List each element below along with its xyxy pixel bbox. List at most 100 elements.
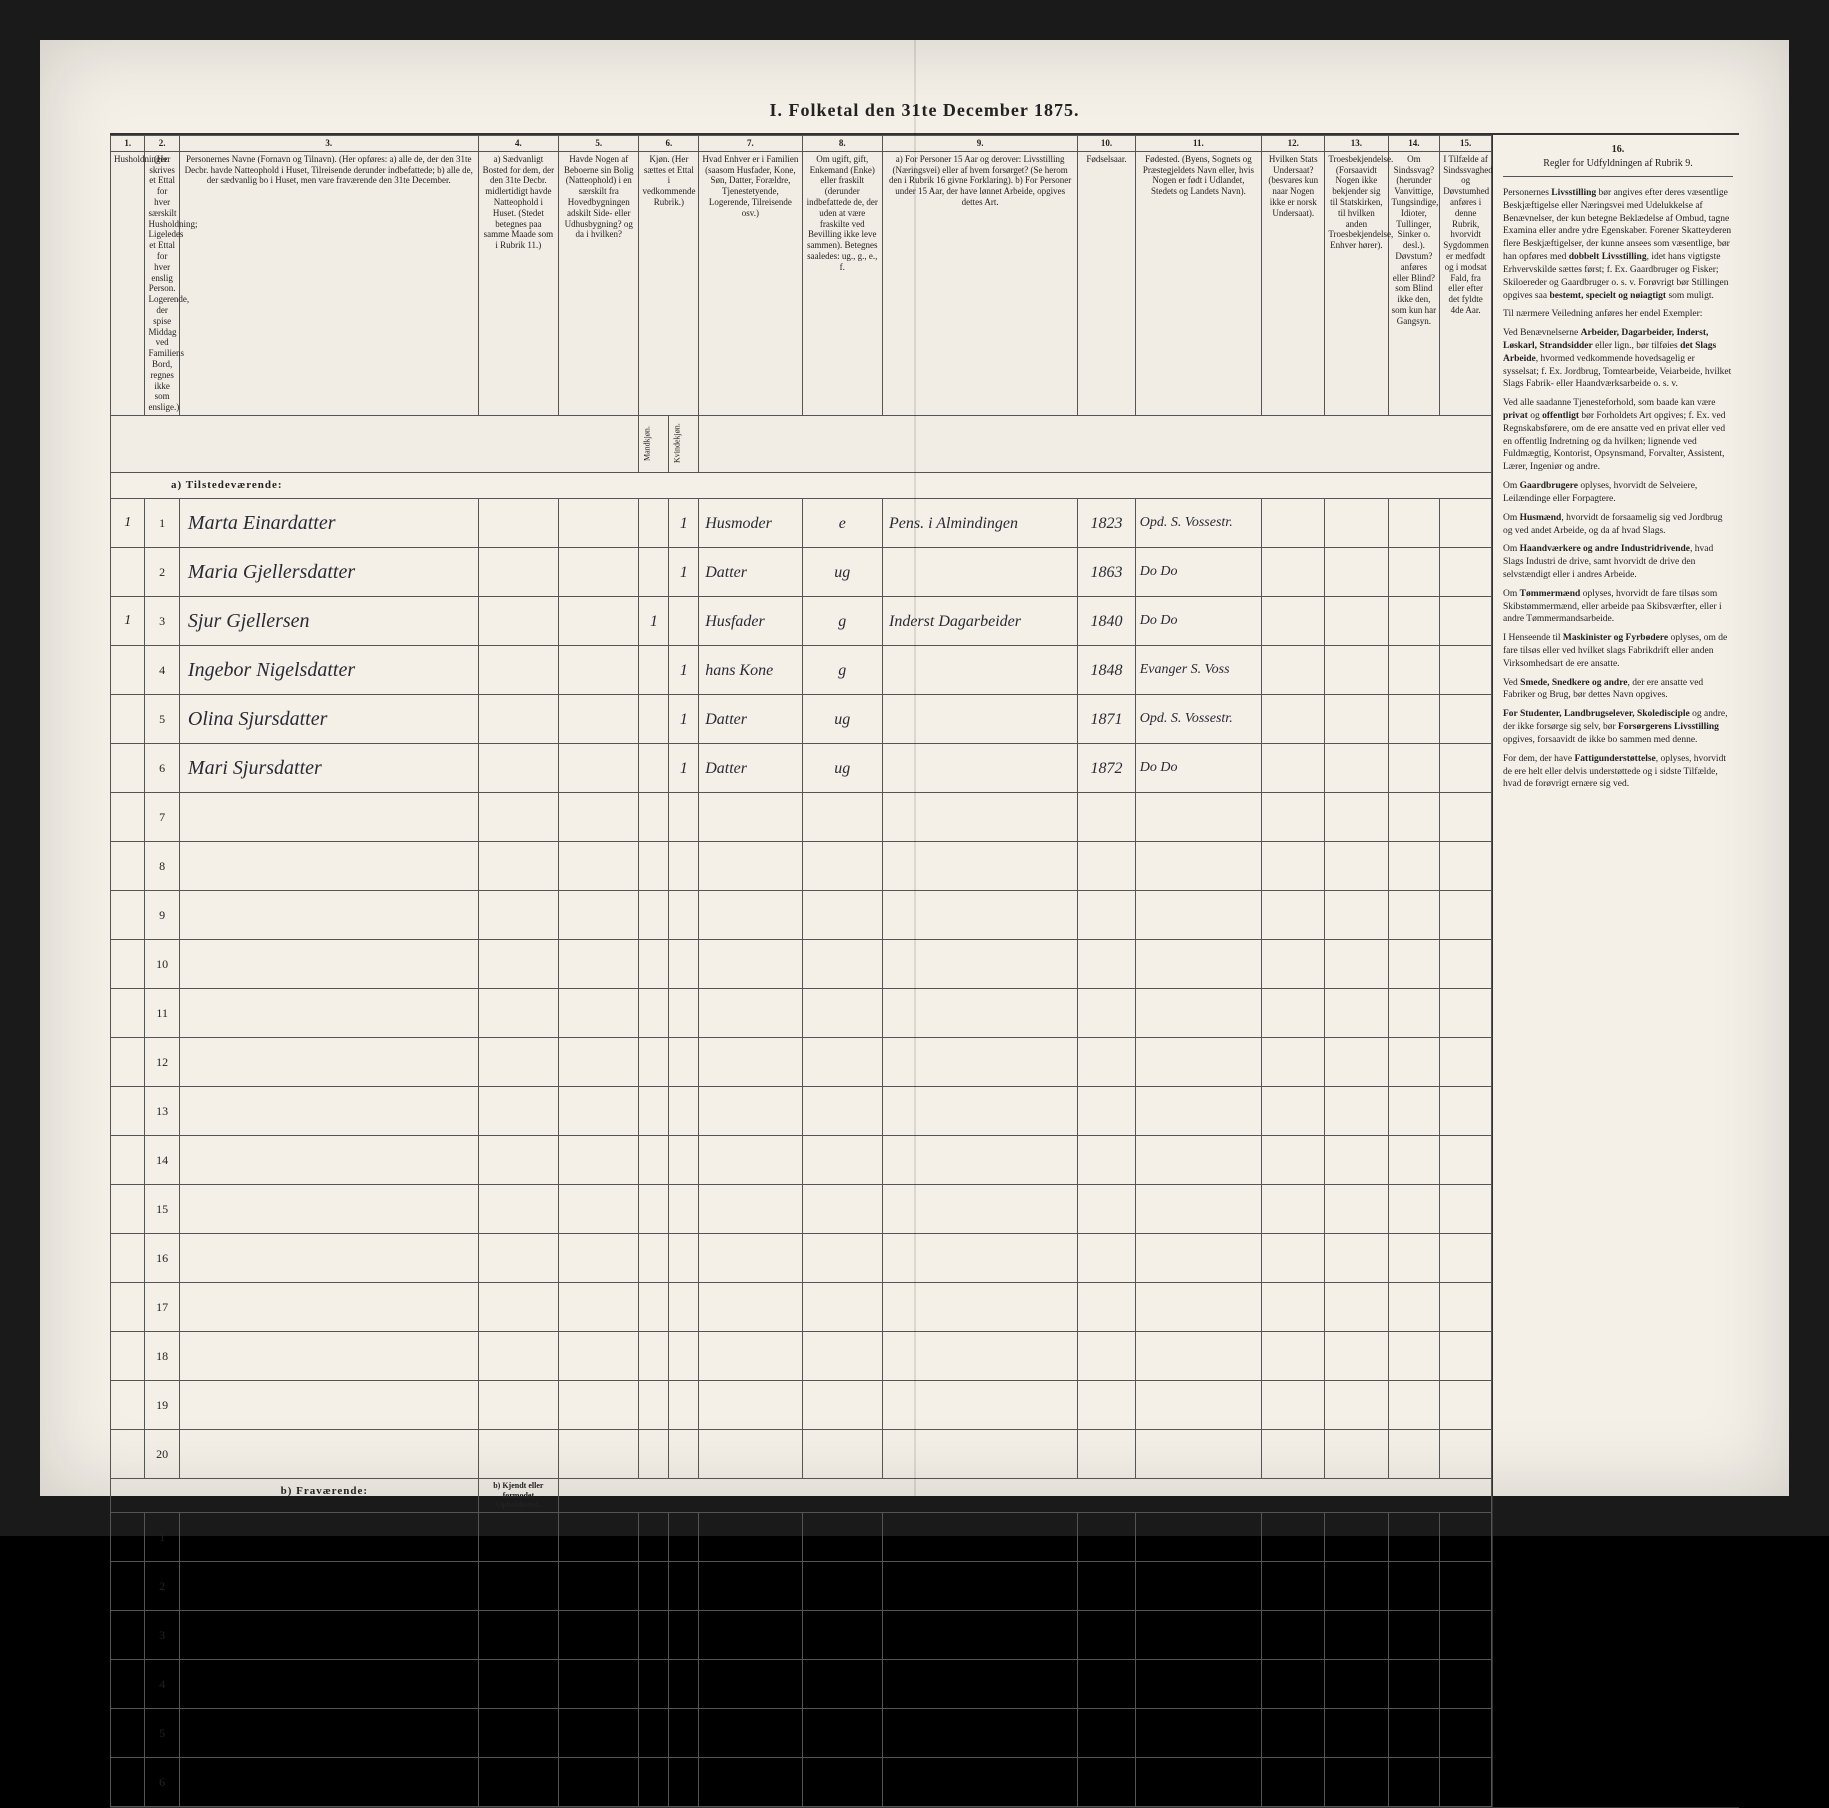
cell-occupation [883, 548, 1078, 597]
cell-birthplace: Do Do [1135, 548, 1261, 597]
col-6a: Mandkjøn. [639, 415, 669, 472]
cell-15 [1440, 695, 1492, 744]
cell-name: Maria Gjellersdatter [179, 548, 478, 597]
cell-rownum: 2 [145, 548, 179, 597]
table-row: 1 [111, 1512, 1492, 1561]
cell-15 [1440, 646, 1492, 695]
table-row: 11Marta Einardatter1HusmoderePens. i Alm… [111, 499, 1492, 548]
page-title: I. Folketal den 31te December 1875. [110, 100, 1739, 121]
census-table: 1.Husholdninger. 2.(Her skrives et Ettal… [110, 135, 1492, 1807]
absent-label: b) Fraværende: [111, 1479, 479, 1513]
cell-name: Olina Sjursdatter [179, 695, 478, 744]
cell-4 [478, 548, 558, 597]
instruction-paragraph: Om Haandværkere og andre Industridrivend… [1503, 543, 1733, 581]
cell-5 [559, 548, 639, 597]
cell-birthplace: Do Do [1135, 597, 1261, 646]
cell-birthplace: Evanger S. Voss [1135, 646, 1261, 695]
table-row: 19 [111, 1381, 1492, 1430]
col-11: 11.Fødested. (Byens, Sognets og Præstegj… [1135, 136, 1261, 416]
instruction-paragraph: Om Tømmermænd oplyses, hvorvidt de fare … [1503, 588, 1733, 626]
cell-15 [1440, 499, 1492, 548]
cell-rownum: 2 [145, 1561, 179, 1610]
cell-12 [1262, 597, 1325, 646]
col-1: 1.Husholdninger. [111, 136, 145, 416]
cell-relation: Datter [699, 744, 802, 793]
cell-13 [1325, 548, 1388, 597]
cell-5 [559, 695, 639, 744]
instructions-body: Personernes Livsstilling bør angives eft… [1503, 187, 1733, 791]
table-row: 13Sjur Gjellersen1HusfadergInderst Dagar… [111, 597, 1492, 646]
col-16-header: 16. Regler for Udfyldningen af Rubrik 9. [1503, 143, 1733, 177]
cell-13 [1325, 744, 1388, 793]
table-head: 1.Husholdninger. 2.(Her skrives et Ettal… [111, 136, 1492, 473]
cell-rownum: 17 [145, 1283, 179, 1332]
cell-occupation [883, 744, 1078, 793]
cell-male [639, 646, 669, 695]
table-row: 18 [111, 1332, 1492, 1381]
cell-female: 1 [669, 499, 699, 548]
cell-rownum: 6 [145, 744, 179, 793]
cell-marital: ug [802, 548, 882, 597]
cell-15 [1440, 548, 1492, 597]
absent-col4-label: b) Kjendt eller formodet Opholdssted. [478, 1479, 558, 1513]
cell-15 [1440, 597, 1492, 646]
cell-occupation: Pens. i Almindingen [883, 499, 1078, 548]
cell-birthyear: 1872 [1078, 744, 1135, 793]
cell-household: 1 [111, 499, 145, 548]
cell-birthplace: Opd. S. Vossestr. [1135, 695, 1261, 744]
table-row: 6Mari Sjursdatter1Datterug1872Do Do [111, 744, 1492, 793]
cell-5 [559, 597, 639, 646]
cell-birthyear: 1871 [1078, 695, 1135, 744]
col-4: 4.a) Sædvanligt Bosted for dem, der den … [478, 136, 558, 416]
cell-rownum: 14 [145, 1136, 179, 1185]
instruction-paragraph: Ved alle saadanne Tjenesteforhold, som b… [1503, 397, 1733, 474]
cell-14 [1388, 499, 1440, 548]
cell-female: 1 [669, 548, 699, 597]
col-7: 7.Hvad Enhver er i Familien (saasom Husf… [699, 136, 802, 416]
table-row: 20 [111, 1430, 1492, 1479]
col-3: 3.Personernes Navne (Fornavn og Tilnavn)… [179, 136, 478, 416]
cell-4 [478, 744, 558, 793]
cell-name: Ingebor Nigelsdatter [179, 646, 478, 695]
table-row: 17 [111, 1283, 1492, 1332]
cell-name: Marta Einardatter [179, 499, 478, 548]
cell-male [639, 695, 669, 744]
cell-rownum: 4 [145, 1659, 179, 1708]
instructions-title: Regler for Udfyldningen af Rubrik 9. [1543, 158, 1692, 169]
instruction-paragraph: I Henseende til Maskinister og Fyrbødere… [1503, 632, 1733, 670]
table-row: 15 [111, 1185, 1492, 1234]
main-grid: 1.Husholdninger. 2.(Her skrives et Ettal… [110, 133, 1739, 1808]
cell-15 [1440, 744, 1492, 793]
instruction-paragraph: For Studenter, Landbrugselever, Skoledis… [1503, 708, 1733, 746]
table-row: 10 [111, 940, 1492, 989]
table-row: 8 [111, 842, 1492, 891]
table-row: 14 [111, 1136, 1492, 1185]
col-14: 14.Om Sindssvag? (herunder Vanvittige, T… [1388, 136, 1440, 416]
cell-male [639, 744, 669, 793]
col-6b: Kvindekjøn. [669, 415, 699, 472]
cell-12 [1262, 499, 1325, 548]
col-15: 15.I Tilfælde af Sindssvaghed og Døvstum… [1440, 136, 1492, 416]
cell-occupation: Inderst Dagarbeider [883, 597, 1078, 646]
cell-birthyear: 1823 [1078, 499, 1135, 548]
cell-birthplace: Do Do [1135, 744, 1261, 793]
table-row: 5 [111, 1708, 1492, 1757]
cell-male [639, 548, 669, 597]
cell-female: 1 [669, 646, 699, 695]
cell-female: 1 [669, 744, 699, 793]
cell-4 [478, 597, 558, 646]
present-body: a) Tilstedeværende: 11Marta Einardatter1… [111, 472, 1492, 1478]
col-12: 12.Hvilken Stats Undersaat? (besvares ku… [1262, 136, 1325, 416]
cell-occupation [883, 695, 1078, 744]
table-row: 12 [111, 1038, 1492, 1087]
cell-relation: Husmoder [699, 499, 802, 548]
col-10: 10.Fødselsaar. [1078, 136, 1135, 416]
absent-body: b) Fraværende: b) Kjendt eller formodet … [111, 1479, 1492, 1807]
cell-13 [1325, 695, 1388, 744]
cell-birthyear: 1840 [1078, 597, 1135, 646]
cell-5 [559, 499, 639, 548]
cell-rownum: 1 [145, 1512, 179, 1561]
cell-female [669, 597, 699, 646]
instruction-paragraph: Personernes Livsstilling bør angives eft… [1503, 187, 1733, 302]
cell-12 [1262, 646, 1325, 695]
